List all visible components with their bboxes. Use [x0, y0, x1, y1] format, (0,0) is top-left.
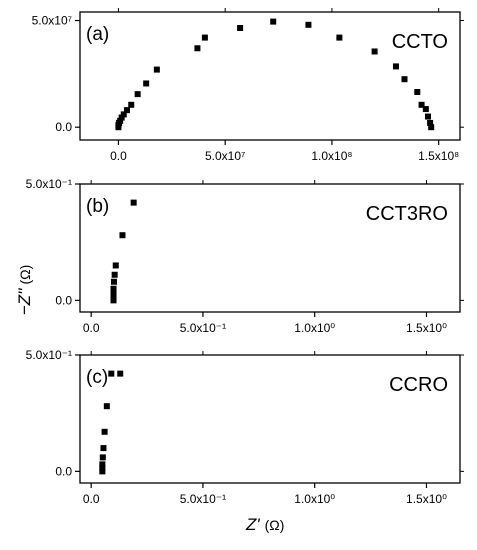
x-tick-label: 0.0	[83, 492, 100, 506]
data-point	[414, 89, 421, 95]
data-point	[117, 117, 124, 124]
data-point	[101, 428, 108, 435]
x-tick-label: 5.0x10⁻¹	[180, 492, 226, 506]
data-point	[336, 34, 343, 41]
x-tick-label: 0.0	[110, 149, 127, 163]
data-point	[117, 370, 124, 377]
data-point	[422, 106, 429, 113]
x-tick-label: 1.5x10⁰	[406, 492, 447, 506]
x-tick-label: 1.0x10⁰	[294, 492, 335, 506]
panel-b: 0.0 5.0x10⁻¹ 1.0x10⁰ 1.5x10⁰ 0.0 5.0x10⁻¹ (b) C…	[26, 177, 464, 335]
series-name-label: CCT3RO	[366, 203, 448, 225]
y-tick-label: 5.0x10⁻¹	[26, 177, 72, 191]
data-point	[99, 454, 106, 461]
data-point	[123, 107, 130, 114]
data-point	[194, 45, 201, 52]
x-tick-label: 1.5x10⁰	[406, 321, 447, 335]
data-point	[134, 91, 141, 98]
x-tick-label: 0.0	[83, 321, 100, 335]
plot-frame	[79, 183, 461, 313]
y-tick-label: 0.0	[55, 464, 72, 478]
data-point	[143, 80, 150, 87]
data-point	[108, 370, 115, 377]
panel-c: 0.0 5.0x10⁻¹ 1.0x10⁰ 1.5x10⁰ 0.0 5.0x10⁻¹ (c) C…	[26, 348, 464, 506]
x-tick-label: 5.0x10⁻¹	[180, 321, 226, 335]
data-point	[401, 76, 408, 83]
data-point	[99, 468, 106, 475]
y-tick-label: 5.0x10⁷	[32, 14, 72, 28]
data-point	[111, 271, 118, 278]
x-tick-label: 1.5x10⁸	[418, 149, 459, 163]
data-point	[99, 464, 106, 471]
data-point	[371, 48, 378, 55]
data-point	[112, 262, 119, 269]
series-name-label: CCRO	[389, 374, 448, 396]
panel-label: (a)	[86, 24, 109, 45]
plot-frame	[79, 354, 461, 484]
panel-a: 0.0 5.0x10⁷ 1.0x10⁸ 1.5x10⁸ 0.0 5.0x10⁷ (a) CCT…	[32, 8, 464, 163]
data-point	[110, 278, 117, 285]
data-point	[130, 199, 137, 206]
data-point	[305, 21, 312, 28]
x-tick-label: 5.0x10⁷	[205, 149, 245, 163]
data-point	[270, 18, 277, 25]
data-point	[201, 34, 208, 41]
y-tick-label: 0.0	[55, 293, 72, 307]
panel-label: (c)	[86, 367, 108, 388]
x-tick-label: 1.0x10⁰	[294, 321, 335, 335]
data-point	[392, 63, 399, 70]
data-point	[427, 119, 434, 126]
data-point	[418, 101, 425, 108]
data-point	[424, 113, 431, 120]
data-point	[100, 445, 107, 452]
data-point	[110, 285, 117, 292]
panel-label: (b)	[86, 196, 109, 217]
data-point	[119, 232, 126, 239]
y-tick-label: 5.0x10⁻¹	[26, 348, 72, 362]
y-axis-label: −Z''(Ω)	[15, 265, 34, 316]
data-point	[118, 114, 125, 121]
data-point	[120, 111, 127, 118]
data-point	[110, 293, 117, 300]
data-point	[237, 25, 244, 31]
data-point	[153, 66, 160, 73]
plot-frame	[79, 11, 461, 141]
x-tick-label: 1.0x10⁸	[311, 149, 352, 163]
data-point	[110, 297, 117, 304]
y-tick-label: 0.0	[55, 120, 72, 134]
series-name-label: CCTO	[392, 31, 448, 53]
data-point	[110, 290, 117, 297]
data-point	[128, 101, 135, 108]
data-point	[99, 461, 106, 468]
x-axis-label: Z' (Ω)	[245, 515, 284, 534]
data-point	[103, 403, 110, 410]
data-point	[428, 124, 435, 131]
